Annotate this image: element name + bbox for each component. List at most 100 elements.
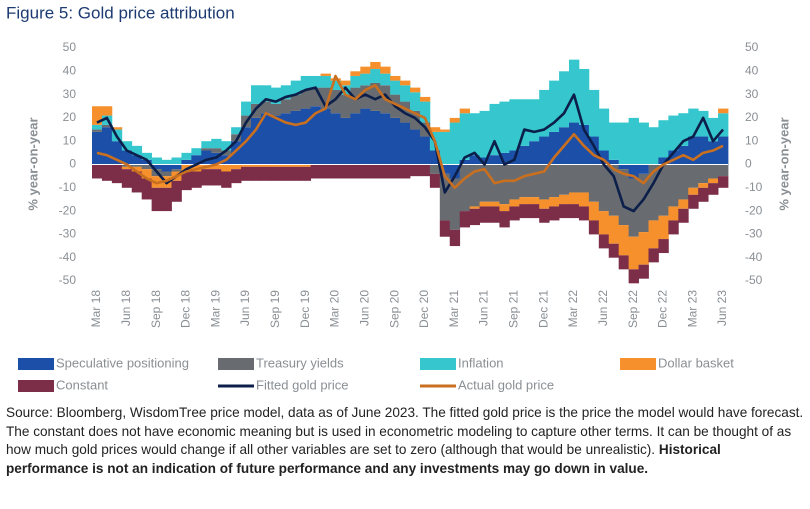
- bar-segment: [419, 101, 431, 123]
- bar-segment: [360, 85, 371, 109]
- bar-segment: [419, 136, 431, 165]
- bar-segment: [549, 197, 560, 207]
- bar-segment: [559, 71, 570, 128]
- bar-segment: [141, 152, 153, 160]
- bar-segment: [310, 106, 321, 165]
- bar-segment: [449, 178, 461, 230]
- bar-segment: [260, 164, 272, 167]
- bar-segment: [469, 113, 480, 156]
- bar-segment: [290, 80, 302, 95]
- x-tick-label: Jun 23: [715, 290, 729, 326]
- bar-segment: [340, 85, 351, 95]
- source-note: Source: Bloomberg, WisdomTree price mode…: [6, 404, 806, 478]
- chart-title: Figure 5: Gold price attribution: [6, 3, 235, 22]
- bar-segment: [698, 110, 709, 137]
- bar-segment: [578, 68, 590, 125]
- bar-segment: [439, 164, 451, 174]
- bar-segment: [588, 220, 600, 235]
- bar-segment: [429, 173, 441, 188]
- bar-segment: [300, 164, 312, 167]
- bar-segment: [419, 96, 431, 102]
- bar-segment: [151, 164, 162, 170]
- bar-segment: [370, 110, 381, 165]
- bar-segment: [529, 204, 540, 219]
- bar-segment: [628, 164, 639, 179]
- bar-segment: [628, 236, 639, 270]
- bar-segment: [390, 117, 401, 165]
- bar-segment: [688, 136, 699, 165]
- bar-segment: [469, 208, 480, 226]
- bar-segment: [310, 87, 321, 107]
- bar-segment: [598, 234, 610, 249]
- bar-segment: [330, 164, 341, 179]
- bar-segment: [449, 122, 461, 165]
- bar-segment: [141, 164, 153, 170]
- bar-segment: [270, 103, 282, 116]
- bar-segment: [310, 164, 321, 179]
- bar-segment: [181, 152, 192, 160]
- bar-segment: [419, 164, 431, 177]
- bar-segment: [111, 164, 123, 184]
- bar-segment: [648, 164, 659, 221]
- bar-segment: [549, 131, 560, 165]
- bar-segment: [251, 103, 262, 118]
- bar-segment: [439, 220, 451, 237]
- bar-segment: [648, 248, 659, 263]
- bar-segment: [569, 164, 580, 193]
- bar-segment: [708, 141, 719, 165]
- bar-segment: [171, 169, 182, 172]
- bar-segment: [111, 127, 123, 130]
- bar-segment: [410, 164, 421, 177]
- bar-segment: [260, 166, 272, 181]
- bar-segment: [101, 127, 113, 165]
- bar-segment: [608, 122, 620, 160]
- bar-segment: [171, 157, 182, 165]
- bar-segment: [539, 208, 550, 223]
- bar-segment: [131, 166, 143, 172]
- bar-segment: [499, 211, 510, 228]
- x-tick-label: Sep 18: [149, 290, 163, 328]
- bar-segment: [280, 113, 292, 165]
- x-tick-label: Sep 19: [268, 290, 282, 328]
- bar-segment: [141, 178, 153, 200]
- bar-segment: [569, 192, 580, 205]
- line-series: [96, 86, 725, 213]
- bar-segment: [539, 89, 550, 137]
- bar-segment: [668, 150, 679, 165]
- bar-segment: [628, 117, 639, 165]
- bar-segment: [429, 150, 441, 165]
- bar-segment: [121, 141, 133, 151]
- x-tick-label: Jun 18: [119, 290, 133, 326]
- bar-segment: [598, 164, 610, 212]
- bar-segment: [241, 166, 252, 181]
- chart: Figure 5: Gold price attribution % year-…: [6, 3, 791, 392]
- bar-segment: [459, 211, 471, 228]
- bar-segment: [569, 59, 580, 123]
- legend-label: Constant: [56, 377, 108, 392]
- bar-segment: [270, 166, 282, 181]
- y-tick-label: 30: [63, 87, 77, 101]
- x-tick-label: Dec 18: [179, 290, 193, 328]
- bar-segment: [578, 164, 590, 193]
- bar-segment: [330, 80, 341, 90]
- y-tick-label: 10: [63, 133, 77, 147]
- legend-label: Treasury yields: [256, 355, 344, 370]
- bar-segment: [618, 122, 630, 165]
- bar-segment: [290, 94, 302, 111]
- bar-segment: [320, 73, 331, 76]
- y-tick-label: -30: [59, 227, 77, 241]
- bar-segment: [698, 164, 709, 184]
- bar-segment: [251, 85, 262, 104]
- x-tick-label: Sep 22: [626, 290, 640, 328]
- y2-tick-label: -20: [745, 203, 763, 217]
- bar-segment: [469, 164, 480, 207]
- bar-segment: [588, 164, 600, 202]
- bar-segment: [211, 148, 222, 153]
- bar-segment: [539, 199, 550, 209]
- bar-segment: [350, 164, 361, 179]
- bar-segment: [340, 164, 351, 179]
- bar-segment: [410, 110, 421, 130]
- bar-segment: [300, 75, 312, 90]
- bar-segment: [648, 220, 659, 249]
- bar-segment: [439, 173, 451, 221]
